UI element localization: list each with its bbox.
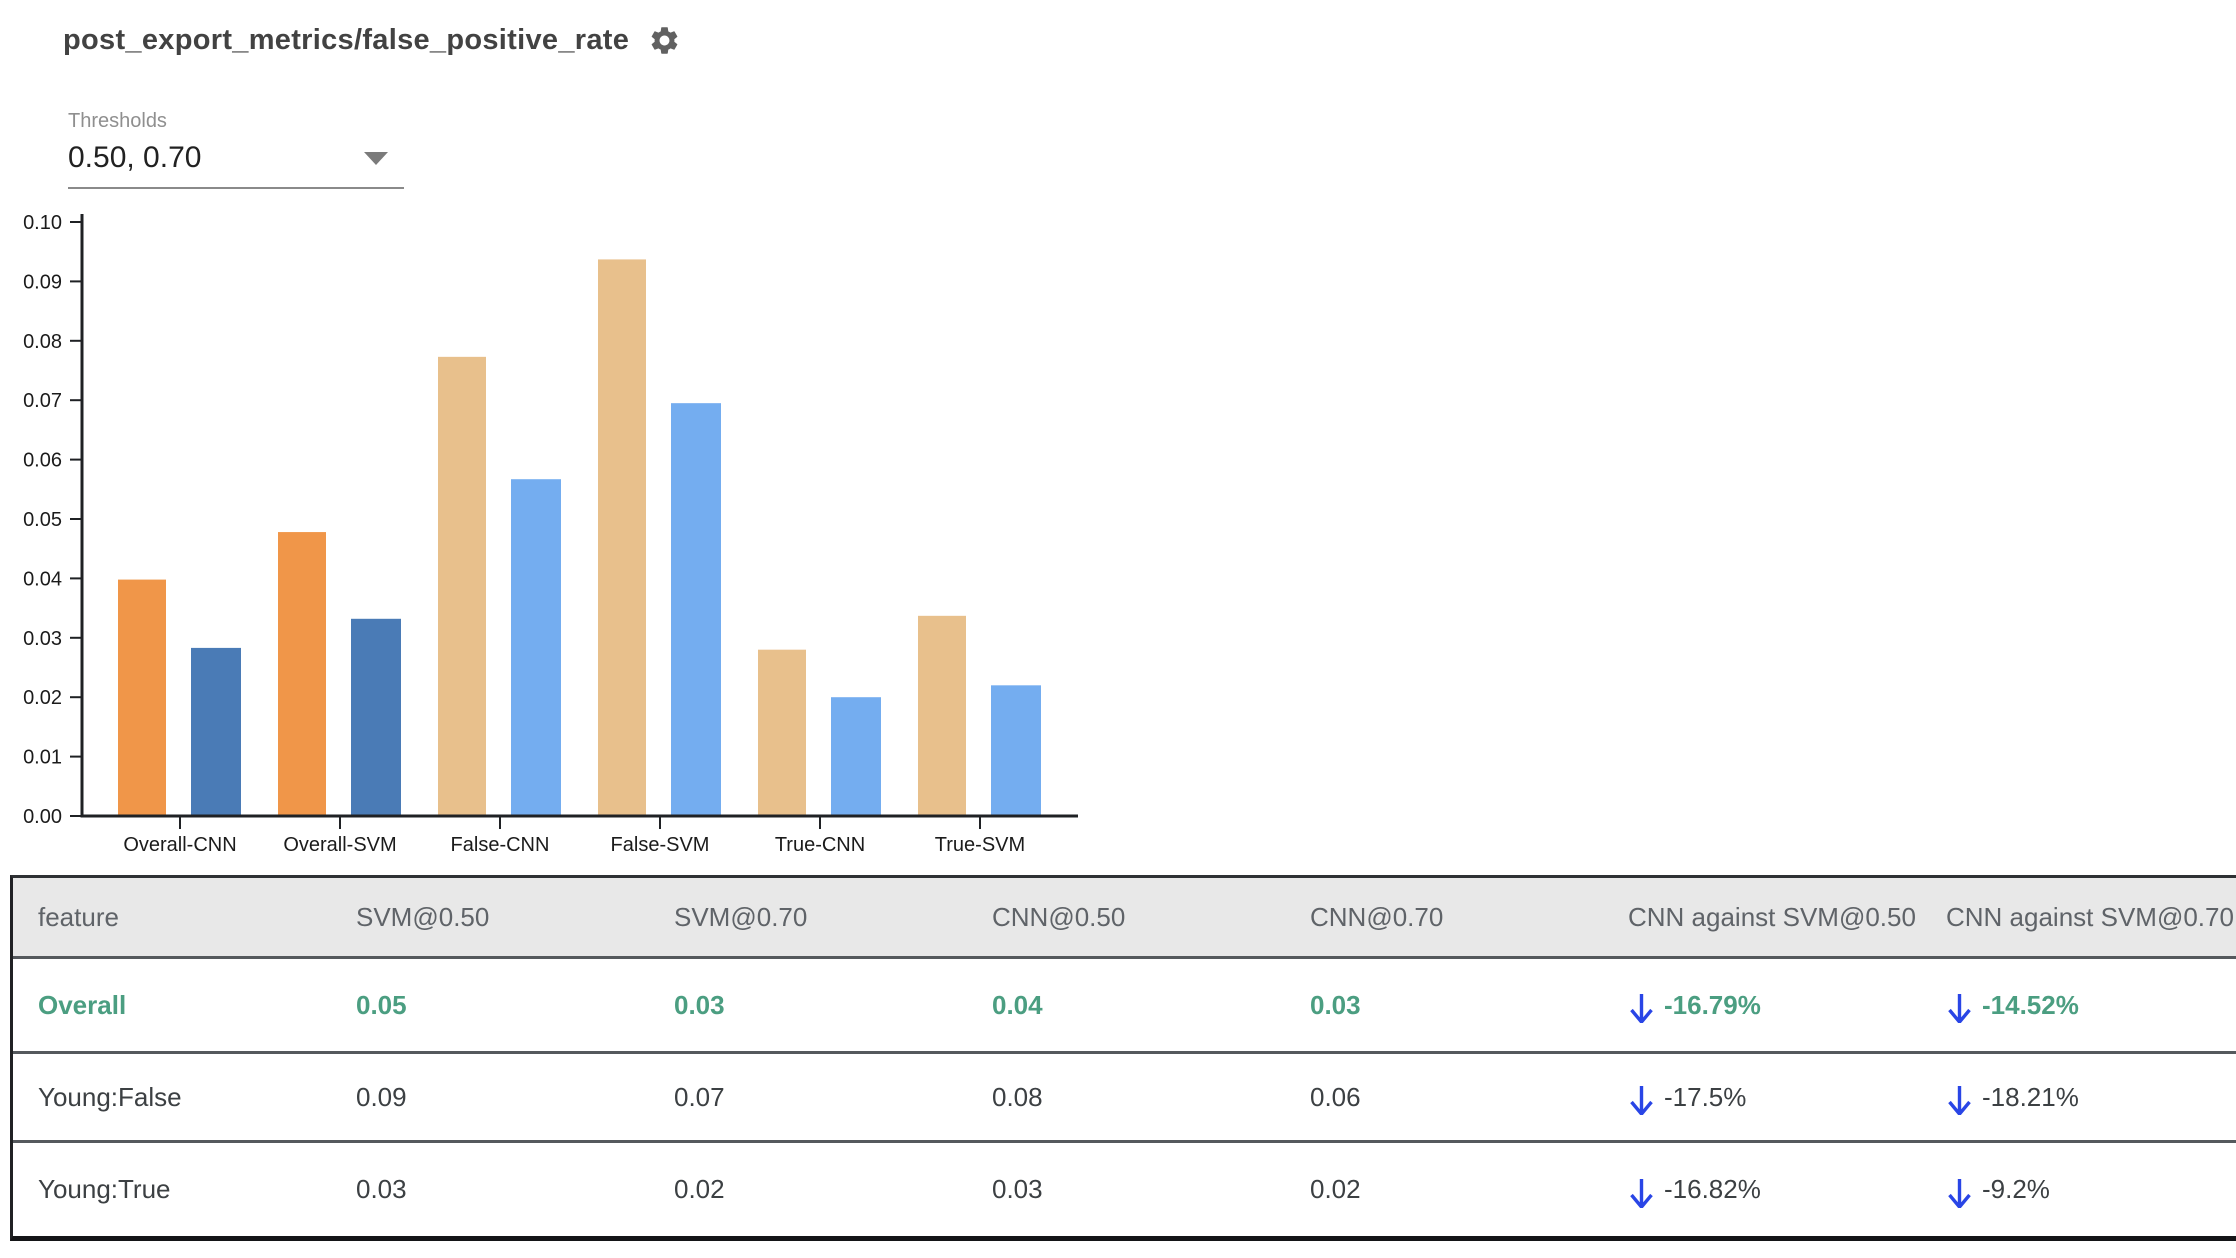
bar-true-cnn-threshold-0.70[interactable] [831,697,881,816]
bar-overall-cnn-threshold-0.50[interactable] [118,579,166,816]
delta-value: -14.52% [1982,989,2079,1020]
bar-chart-canvas[interactable]: 0.00 0.01 0.02 0.03 0.04 0.05 0.06 0.07 0.08 0.09… [0,200,1100,870]
delta-value: -18.21% [1982,1081,2079,1112]
down-arrow-icon [1946,1083,1973,1115]
x-axis: Overall-CNN Overall-SVM False-CNN False-SVM… [123,817,1025,856]
bar-false-cnn-threshold-0.70[interactable] [511,479,561,816]
svg-text:0.04: 0.04 [23,568,62,590]
delta-050-cell: -16.82% [1603,1172,1921,1208]
bar-false-cnn-threshold-0.50[interactable] [438,356,486,816]
cnn-050-cell: 0.08 [992,1081,1043,1112]
cnn-070-cell: 0.02 [1310,1174,1361,1204]
svm-070-cell: 0.03 [674,989,725,1020]
settings-button[interactable] [648,24,681,57]
svg-text:0.09: 0.09 [23,271,62,293]
down-arrow-icon [1946,1176,1973,1208]
svg-text:True-CNN: True-CNN [775,834,865,856]
svg-text:False-SVM: False-SVM [611,834,710,856]
down-arrow-icon [1628,991,1655,1023]
down-arrow-icon [1628,1083,1655,1115]
svg-text:0.02: 0.02 [23,687,62,709]
delta-value: -9.2% [1982,1174,2050,1204]
bar-overall-cnn-threshold-0.70[interactable] [191,647,241,816]
thresholds-field: Thresholds 0.50, 0.70 [68,110,404,189]
column-header-svm-070: SVM@0.70 [674,901,808,932]
svg-text:0.07: 0.07 [23,390,62,412]
delta-070-cell: -14.52% [1921,987,2236,1023]
thresholds-select[interactable]: 0.50, 0.70 [68,139,404,189]
svg-text:0.01: 0.01 [23,747,62,769]
table-row-young-false[interactable]: Young:False 0.09 0.07 0.08 0.06 -17.5% -… [13,1051,2236,1140]
table-row-young-true[interactable]: Young:True 0.03 0.02 0.03 0.02 -16.82% -… [13,1140,2236,1236]
down-arrow-icon [1628,1176,1655,1208]
cnn-050-cell: 0.03 [992,1174,1043,1204]
column-header-cnn-vs-svm-070: CNN against SVM@0.70 [1946,901,2234,932]
title-row: post_export_metrics/false_positive_rate [63,24,681,57]
delta-value: -16.79% [1664,989,1761,1020]
gear-icon [651,27,678,54]
feature-cell: Young:False [38,1081,182,1112]
svm-070-cell: 0.07 [674,1081,725,1112]
feature-cell: Overall [38,989,127,1020]
svg-text:True-SVM: True-SVM [935,834,1025,856]
column-header-cnn-vs-svm-050: CNN against SVM@0.50 [1628,901,1916,932]
bar-false-svm-threshold-0.50[interactable] [598,259,646,816]
delta-value: -17.5% [1664,1081,1747,1112]
chevron-down-icon [364,151,388,165]
bar-true-svm-threshold-0.50[interactable] [918,615,966,816]
delta-050-cell: -17.5% [1603,1079,1921,1115]
table-row-overall[interactable]: Overall 0.05 0.03 0.04 0.03 -16.79% -14.… [13,956,2236,1051]
bar-false-svm-threshold-0.70[interactable] [671,403,721,816]
delta-050-cell: -16.79% [1603,987,1921,1023]
thresholds-label: Thresholds [68,110,167,132]
svm-050-cell: 0.03 [356,1174,407,1204]
cnn-070-cell: 0.06 [1310,1081,1361,1112]
svg-text:0.03: 0.03 [23,628,62,650]
svg-text:0.00: 0.00 [23,806,62,828]
bar-overall-svm-threshold-0.50[interactable] [278,532,326,816]
bar-true-svm-threshold-0.70[interactable] [991,685,1041,816]
cnn-050-cell: 0.04 [992,989,1043,1020]
delta-value: -16.82% [1664,1174,1761,1204]
svm-050-cell: 0.05 [356,989,407,1020]
column-header-cnn-070: CNN@0.70 [1310,901,1444,932]
svg-text:False-CNN: False-CNN [451,834,550,856]
svg-text:0.08: 0.08 [23,331,62,353]
bar-overall-svm-threshold-0.70[interactable] [351,618,401,816]
page-title: post_export_metrics/false_positive_rate [63,24,630,56]
down-arrow-icon [1946,991,1973,1023]
table-header-row: feature SVM@0.50 SVM@0.70 CNN@0.50 CNN@0… [13,878,2236,956]
y-axis: 0.00 0.01 0.02 0.03 0.04 0.05 0.06 0.07 0.08 0.09… [23,212,82,828]
column-header-cnn-050: CNN@0.50 [992,901,1126,932]
delta-070-cell: -9.2% [1921,1172,2236,1208]
cnn-070-cell: 0.03 [1310,989,1361,1020]
svm-050-cell: 0.09 [356,1081,407,1112]
svg-text:Overall-SVM: Overall-SVM [283,834,396,856]
svg-text:0.06: 0.06 [23,450,62,472]
thresholds-value: 0.50, 0.70 [68,141,202,174]
false-positive-rate-bar-chart[interactable]: 0.00 0.01 0.02 0.03 0.04 0.05 0.06 0.07 0.08 0.09… [0,200,1100,870]
svm-070-cell: 0.02 [674,1174,725,1204]
metrics-table: feature SVM@0.50 SVM@0.70 CNN@0.50 CNN@0… [10,875,2236,1241]
svg-text:0.10: 0.10 [23,212,62,234]
bar-true-cnn-threshold-0.50[interactable] [758,649,806,816]
column-header-svm-050: SVM@0.50 [356,901,490,932]
svg-text:Overall-CNN: Overall-CNN [123,834,236,856]
delta-070-cell: -18.21% [1921,1079,2236,1115]
svg-text:0.05: 0.05 [23,509,62,531]
feature-cell: Young:True [38,1174,171,1204]
column-header-feature: feature [38,901,119,932]
